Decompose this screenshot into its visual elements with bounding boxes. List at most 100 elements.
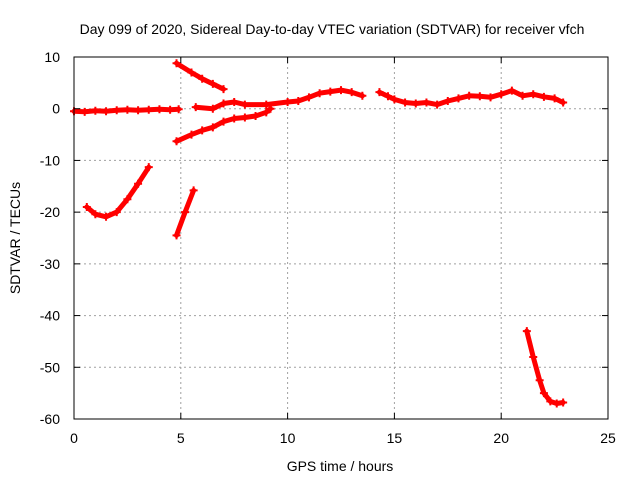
axis-ticks: 0 5 10 15 20 25 10 0 -10 -20 -30 -40 -50 -60 [40, 49, 616, 446]
series-arc-6 [191, 86, 367, 113]
data-point [559, 398, 568, 407]
data-point [208, 79, 217, 88]
data-point [529, 352, 538, 361]
data-point [539, 389, 548, 398]
data-point [155, 105, 164, 114]
data-point [172, 59, 181, 68]
data-point [240, 113, 249, 122]
data-point [465, 91, 474, 100]
y-tick-label: 0 [52, 101, 60, 117]
data-point [219, 99, 228, 108]
data-point [102, 212, 111, 221]
data-point [552, 399, 561, 408]
data-point [390, 95, 399, 104]
series-arc-4 [172, 59, 228, 94]
data-point [181, 208, 190, 217]
data-point [383, 92, 392, 101]
data-point [347, 88, 356, 97]
y-tick-label: -50 [40, 359, 60, 375]
data-point [80, 107, 89, 116]
data-point [262, 100, 271, 109]
data-point [198, 126, 207, 135]
data-point [91, 210, 100, 219]
data-point [422, 98, 431, 107]
data-point [134, 106, 143, 115]
series-arc-1 [70, 105, 183, 116]
data-point [283, 97, 292, 106]
data-point [401, 98, 410, 107]
data-point [102, 107, 111, 116]
data-point [219, 117, 228, 126]
data-point [507, 86, 516, 95]
data-point [187, 68, 196, 77]
data-point [522, 327, 531, 336]
data-point [262, 108, 271, 117]
data-point [198, 74, 207, 83]
data-point [326, 87, 335, 96]
data-point [475, 92, 484, 101]
data-point [358, 91, 367, 100]
y-axis-label: SDTVAR / TECUs [7, 182, 23, 294]
data-point [208, 104, 217, 113]
data-point [230, 97, 239, 106]
series-line [84, 164, 152, 220]
plot-frame [73, 56, 609, 420]
data-point [144, 163, 153, 172]
data-point [191, 103, 200, 112]
y-tick-label: -30 [40, 256, 60, 272]
data-point [315, 89, 324, 98]
data-point [166, 105, 175, 114]
series-line [174, 106, 273, 144]
y-tick-label: -10 [40, 152, 60, 168]
series-line [174, 60, 226, 92]
series-arc-2 [82, 163, 153, 221]
series-arc-3 [172, 186, 198, 240]
data-point [174, 105, 183, 114]
data-point [539, 92, 548, 101]
y-tick-label: -40 [40, 308, 60, 324]
data-point [230, 114, 239, 123]
data-point [486, 93, 495, 102]
series-arc-8 [522, 327, 568, 408]
y-tick-label: 10 [44, 49, 60, 65]
data-point [134, 179, 143, 188]
data-point [172, 137, 181, 146]
data-point [112, 106, 121, 115]
series-line [193, 87, 365, 112]
data-point [535, 376, 544, 385]
data-point [187, 130, 196, 139]
data-point [82, 202, 91, 211]
data-point [337, 86, 345, 95]
data-point [208, 123, 217, 132]
data-point [518, 91, 527, 100]
data-point [304, 93, 313, 102]
data-point [529, 90, 538, 99]
x-tick-label: 10 [280, 430, 296, 446]
x-tick-label: 15 [387, 430, 403, 446]
data-point [144, 105, 153, 114]
data-point [497, 90, 506, 99]
x-tick-label: 25 [600, 430, 616, 446]
series-arc-5 [172, 104, 275, 146]
data-point [411, 99, 420, 108]
data-point [550, 94, 559, 103]
series-arc-7 [375, 86, 568, 109]
data-point [219, 85, 228, 94]
chart-title: Day 099 of 2020, Sidereal Day-to-day VTE… [80, 21, 585, 37]
plot-area [70, 59, 568, 408]
data-point [294, 96, 303, 105]
data-point [433, 100, 442, 109]
data-point [112, 208, 121, 217]
x-tick-label: 0 [70, 430, 78, 446]
x-tick-label: 20 [493, 430, 509, 446]
x-tick-label: 5 [177, 430, 185, 446]
y-tick-label: -20 [40, 204, 60, 220]
data-point [546, 397, 555, 406]
data-point [443, 96, 452, 105]
data-point [454, 94, 463, 103]
data-point [123, 105, 132, 114]
data-point [559, 98, 568, 107]
data-point [240, 100, 249, 109]
data-point [375, 88, 384, 97]
